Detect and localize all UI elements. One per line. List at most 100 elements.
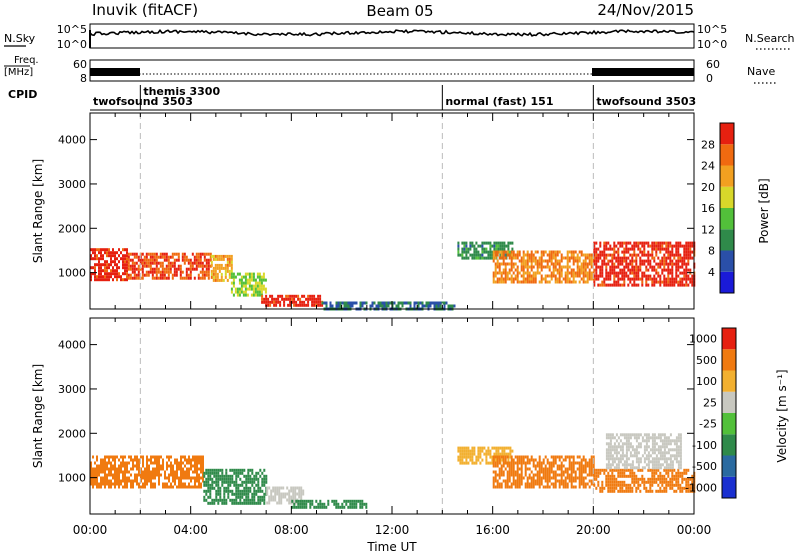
data-cell <box>566 473 569 477</box>
data-cell <box>504 265 507 269</box>
data-cell <box>586 271 589 275</box>
data-cell <box>578 274 581 278</box>
data-cell <box>631 262 634 266</box>
data-cell <box>508 256 511 260</box>
data-cell <box>245 492 248 496</box>
data-cell <box>182 461 184 465</box>
data-cell <box>244 290 247 294</box>
data-cell <box>114 263 116 267</box>
data-cell <box>230 260 233 264</box>
data-cell <box>491 244 494 248</box>
data-cell <box>500 277 503 281</box>
data-cell <box>681 262 684 266</box>
data-cell <box>518 271 521 275</box>
data-cell <box>467 247 470 251</box>
data-cell <box>631 448 634 452</box>
data-cell <box>520 262 523 266</box>
data-cell <box>580 265 583 269</box>
data-cell <box>116 278 118 282</box>
data-cell <box>254 293 257 297</box>
data-cell <box>560 253 563 257</box>
data-cell <box>651 436 654 440</box>
data-cell <box>120 479 122 483</box>
data-cell <box>560 473 563 477</box>
data-cell <box>542 485 545 489</box>
data-cell <box>151 255 154 259</box>
data-cell <box>593 268 596 272</box>
data-cell <box>540 253 543 257</box>
data-cell <box>303 303 306 307</box>
data-cell <box>649 253 652 257</box>
data-cell <box>685 244 688 248</box>
data-cell <box>502 259 505 263</box>
data-cell <box>224 272 227 276</box>
data-cell <box>621 262 624 266</box>
data-cell <box>142 455 144 459</box>
data-cell <box>485 247 488 251</box>
data-cell <box>371 304 374 308</box>
data-cell <box>562 458 565 462</box>
data-cell <box>137 255 140 259</box>
data-cell <box>532 479 535 483</box>
data-cell <box>627 463 630 467</box>
data-cell <box>615 265 618 269</box>
data-cell <box>653 448 656 452</box>
data-cell <box>315 499 318 503</box>
data-cell <box>471 256 474 260</box>
data-cell <box>481 253 484 257</box>
data-cell <box>106 269 108 273</box>
data-cell <box>570 464 573 468</box>
data-cell <box>212 254 215 258</box>
data-cell <box>205 468 208 472</box>
beam-title: Beam 05 <box>366 2 433 20</box>
data-cell <box>619 460 622 464</box>
data-cell <box>235 501 238 505</box>
data-cell <box>127 261 130 265</box>
data-cell <box>645 274 648 278</box>
data-cell <box>202 455 204 459</box>
data-cell <box>657 436 660 440</box>
data-cell <box>126 254 128 258</box>
data-cell <box>259 486 262 490</box>
data-cell <box>477 458 480 462</box>
data-cell <box>106 266 108 270</box>
data-cell <box>546 476 549 480</box>
data-cell <box>205 483 208 487</box>
data-cell <box>645 283 648 287</box>
data-cell <box>544 250 547 254</box>
data-cell <box>110 275 112 279</box>
data-cell <box>477 449 480 453</box>
data-cell <box>588 253 591 257</box>
data-cell <box>293 300 296 304</box>
data-cell <box>133 273 136 277</box>
data-cell <box>217 468 220 472</box>
data-cell <box>546 482 549 486</box>
data-cell <box>655 244 658 248</box>
data-cell <box>114 455 116 459</box>
data-cell <box>503 446 506 450</box>
data-cell <box>607 489 610 493</box>
data-cell <box>173 261 176 265</box>
data-cell <box>675 274 678 278</box>
data-cell <box>500 280 503 284</box>
data-cell <box>504 458 507 462</box>
data-cell <box>671 250 674 254</box>
data-cell <box>112 455 114 459</box>
data-cell <box>161 255 164 259</box>
data-cell <box>492 458 495 462</box>
data-cell <box>307 294 310 298</box>
colorbar-frame <box>719 122 735 294</box>
data-cell <box>611 265 614 269</box>
data-cell <box>582 280 585 284</box>
data-cell <box>615 259 618 263</box>
data-cell <box>307 303 310 307</box>
data-cell <box>239 498 242 502</box>
data-cell <box>677 280 680 284</box>
data-cell <box>548 461 551 465</box>
data-cell <box>506 470 509 474</box>
data-cell <box>507 458 510 462</box>
data-cell <box>226 266 229 270</box>
data-cell <box>611 436 614 440</box>
data-cell <box>199 258 202 262</box>
data-cell <box>597 259 600 263</box>
